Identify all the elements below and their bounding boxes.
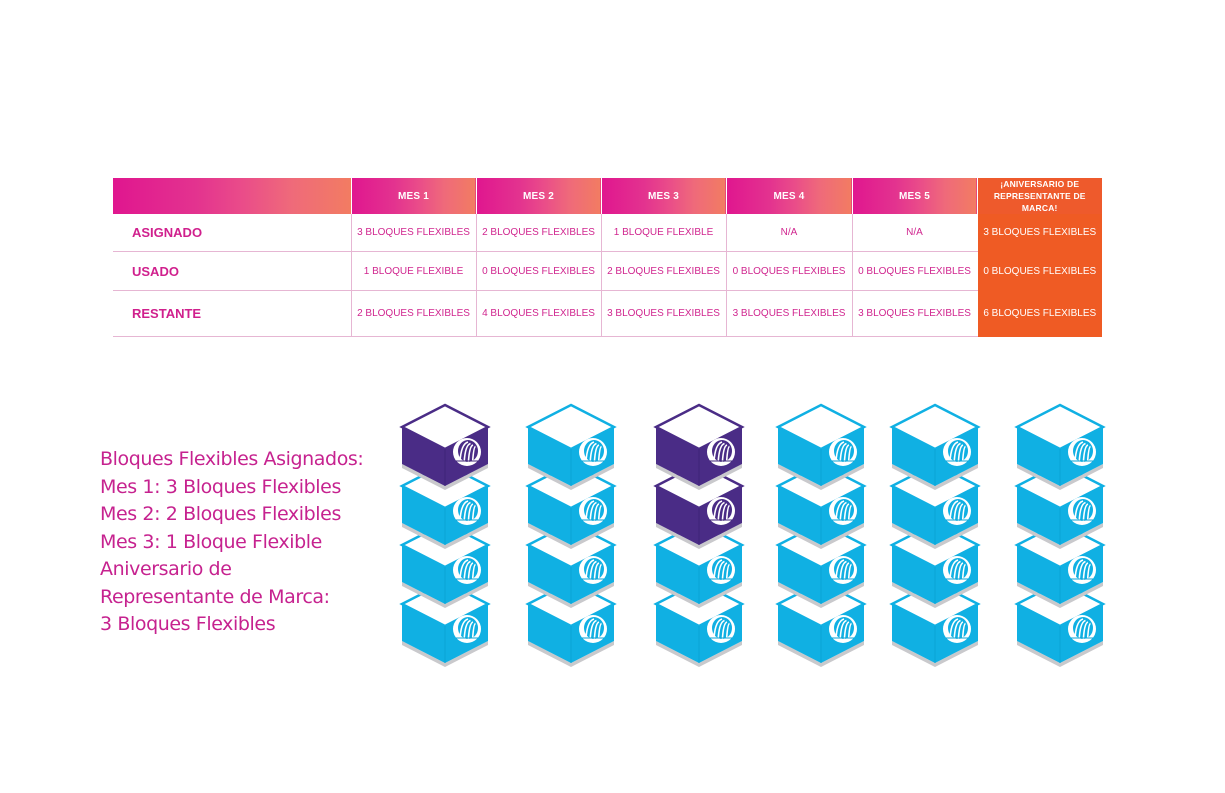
anniversary-cell: 3 BLOQUES FLEXIBLES	[976, 214, 1102, 252]
header-anniversary-line-1: ¡ANIVERSARIO DE	[1000, 179, 1080, 189]
brand-logo-icon	[829, 615, 857, 643]
table-cell: 3 BLOQUES FLEXIBLES	[350, 214, 476, 252]
brand-logo-icon	[707, 438, 735, 466]
block-stack	[653, 403, 745, 667]
table-cell: 0 BLOQUES FLEXIBLES	[851, 251, 977, 291]
legend-line: Aniversario de	[100, 558, 232, 580]
brand-logo-icon	[1068, 615, 1096, 643]
legend-line: Mes 3: 1 Bloque Flexible	[100, 530, 322, 553]
brand-logo-icon	[579, 615, 607, 643]
table-cell: N/A	[851, 214, 977, 252]
brand-logo-icon	[579, 556, 607, 584]
brand-logo-icon	[707, 556, 735, 584]
available-block	[775, 403, 867, 490]
flex-blocks-table: MES 1 MES 2 MES 3 MES 4 MES 5 ¡ANIVERSAR…	[113, 178, 1102, 337]
table-header-row: MES 1 MES 2 MES 3 MES 4 MES 5 ¡ANIVERSAR…	[113, 178, 1102, 214]
brand-logo-icon	[453, 615, 481, 643]
brand-logo-icon	[579, 497, 607, 525]
header-mes-5: MES 5	[851, 178, 977, 214]
table-cell: 2 BLOQUES FLEXIBLES	[475, 214, 601, 252]
brand-logo-icon	[1068, 497, 1096, 525]
header-anniversary-line-2: REPRESENTANTE DE MARCA!	[993, 191, 1086, 213]
table-cell: 0 BLOQUES FLEXIBLES	[725, 251, 852, 291]
block-stack	[525, 403, 617, 667]
table-cell: 1 BLOQUE FLEXIBLE	[600, 214, 726, 252]
brand-logo-icon	[1068, 556, 1096, 584]
row-label: USADO	[113, 251, 351, 291]
brand-logo-icon	[943, 556, 971, 584]
brand-logo-icon	[829, 556, 857, 584]
brand-logo-icon	[943, 615, 971, 643]
table-row-restante: RESTANTE 2 BLOQUES FLEXIBLES 4 BLOQUES F…	[113, 290, 1102, 337]
row-label: RESTANTE	[113, 290, 351, 337]
header-mes-3: MES 3	[600, 178, 726, 214]
brand-logo-icon	[943, 438, 971, 466]
table-cell: 2 BLOQUES FLEXIBLES	[350, 290, 476, 337]
anniversary-cell: 0 BLOQUES FLEXIBLES	[976, 251, 1102, 291]
anniversary-cell: 6 BLOQUES FLEXIBLES	[976, 290, 1102, 337]
legend-line: Mes 1: 3 Bloques Flexibles	[100, 475, 341, 498]
block-stack	[1014, 403, 1106, 667]
legend-line: 3 Bloques Flexibles	[100, 613, 276, 635]
brand-logo-icon	[829, 497, 857, 525]
available-block	[1014, 403, 1106, 490]
used-block	[653, 403, 745, 490]
brand-logo-icon	[453, 497, 481, 525]
table-row-usado: USADO 1 BLOQUE FLEXIBLE 0 BLOQUES FLEXIB…	[113, 251, 1102, 291]
table-cell: 0 BLOQUES FLEXIBLES	[475, 251, 601, 291]
table-cell: N/A	[725, 214, 852, 252]
table-cell: 3 BLOQUES FLEXIBLES	[851, 290, 977, 337]
brand-logo-icon	[579, 438, 607, 466]
brand-logo-icon	[829, 438, 857, 466]
table-cell: 2 BLOQUES FLEXIBLES	[600, 251, 726, 291]
block-stack	[399, 403, 491, 667]
table-cell: 1 BLOQUE FLEXIBLE	[350, 251, 476, 291]
brand-logo-icon	[707, 497, 735, 525]
header-anniversary: ¡ANIVERSARIO DE REPRESENTANTE DE MARCA!	[976, 178, 1102, 214]
row-label: ASIGNADO	[113, 214, 351, 252]
block-stack	[775, 403, 867, 667]
brand-logo-icon	[453, 556, 481, 584]
table-cell: 3 BLOQUES FLEXIBLES	[600, 290, 726, 337]
table-cell: 4 BLOQUES FLEXIBLES	[475, 290, 601, 337]
brand-logo-icon	[1068, 438, 1096, 466]
legend-line: Representante de Marca:	[100, 585, 330, 608]
brand-logo-icon	[453, 438, 481, 466]
header-mes-2: MES 2	[475, 178, 601, 214]
legend-line: Mes 2: 2 Bloques Flexibles	[100, 503, 341, 525]
table-cell: 3 BLOQUES FLEXIBLES	[725, 290, 852, 337]
legend-line: Bloques Flexibles Asignados:	[100, 448, 364, 470]
available-block	[525, 403, 617, 490]
block-stack	[889, 403, 981, 667]
header-spacer	[113, 178, 351, 214]
brand-logo-icon	[943, 497, 971, 525]
header-mes-4: MES 4	[725, 178, 852, 214]
available-block	[889, 403, 981, 490]
allocation-legend: Bloques Flexibles Asignados: Mes 1: 3 Bl…	[100, 446, 364, 639]
header-mes-1: MES 1	[350, 178, 476, 214]
table-row-asignado: ASIGNADO 3 BLOQUES FLEXIBLES 2 BLOQUES F…	[113, 214, 1102, 252]
brand-logo-icon	[707, 615, 735, 643]
used-block	[399, 403, 491, 490]
